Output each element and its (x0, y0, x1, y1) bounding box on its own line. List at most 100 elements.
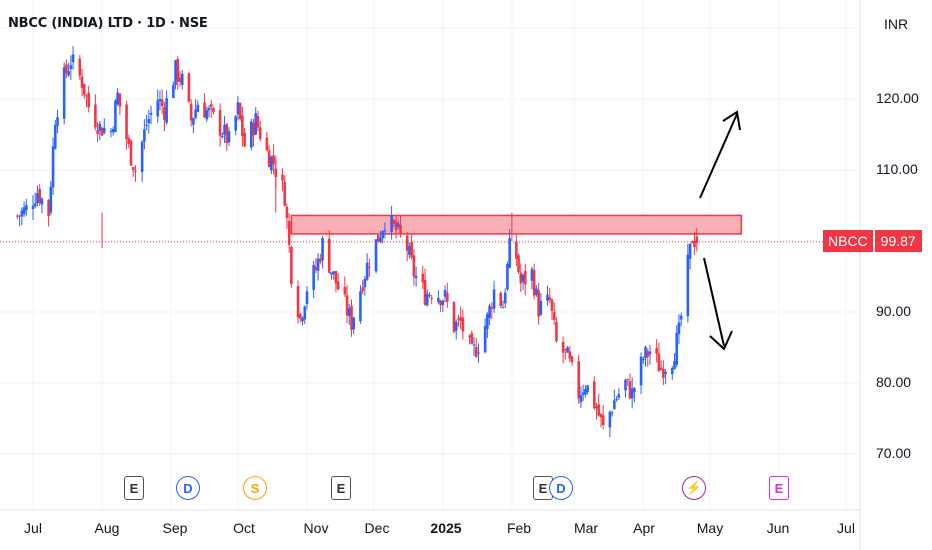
candle-body (597, 404, 601, 416)
candle-body (365, 262, 369, 280)
candle-body (205, 110, 209, 120)
candle-body (319, 258, 322, 262)
upcoming-earnings-event-marker[interactable]: E (769, 476, 789, 500)
candle-body (56, 117, 59, 126)
candle-body (22, 207, 26, 215)
candle-body (287, 220, 291, 245)
candle-body (194, 109, 197, 118)
earnings-event-marker[interactable]: E (331, 476, 351, 500)
currency-label: INR (884, 16, 909, 32)
candle-body (149, 112, 153, 115)
candle-body (20, 210, 24, 217)
candle-body (550, 299, 554, 311)
candle-body (69, 65, 73, 69)
candle-body (644, 347, 647, 359)
candle-body (129, 140, 133, 166)
candle-body (36, 193, 39, 204)
candle-body (125, 104, 128, 140)
candle-body (94, 104, 97, 128)
candle-body (492, 289, 496, 309)
flash-event-marker[interactable]: ⚡ (682, 476, 706, 500)
x-tick-label: Oct (233, 520, 255, 536)
x-tick-label: Jul (837, 520, 855, 536)
candle-body (25, 205, 28, 211)
dividend-event-marker[interactable]: D (176, 476, 200, 500)
y-tick-label: 110.00 (876, 161, 918, 177)
candle-body (396, 223, 400, 227)
candle-body (593, 381, 596, 409)
candle-body (613, 400, 616, 410)
candle-body (267, 150, 271, 168)
candle-body (158, 99, 162, 102)
candle-body (187, 73, 191, 102)
candle-body (134, 171, 137, 173)
candle-body (156, 100, 160, 117)
candle-body (410, 242, 413, 258)
candle-body (555, 322, 558, 342)
dividend-event-marker[interactable]: D (549, 476, 573, 500)
candle-body (114, 100, 117, 133)
candle-body (383, 230, 387, 232)
candle-body (270, 156, 273, 171)
candle-body (176, 58, 180, 82)
x-tick-label: Apr (633, 520, 655, 536)
candle-body (488, 305, 491, 319)
candle-body (412, 255, 416, 277)
candle-body (617, 394, 621, 398)
x-tick-label: Sep (162, 520, 188, 536)
candle-body (392, 220, 396, 224)
candle-body (601, 415, 605, 426)
candle-body (298, 313, 302, 319)
candle-body (53, 125, 57, 149)
bearish-arrow (703, 257, 725, 347)
candle-body (414, 275, 418, 279)
candle-body (561, 341, 565, 353)
candle-body (361, 287, 364, 292)
candle-body (296, 286, 300, 318)
candle-body (421, 273, 425, 283)
candle-body (178, 77, 182, 83)
candle-body (655, 348, 658, 354)
candle-body (236, 102, 240, 115)
candle-body (642, 359, 645, 361)
candle-body (241, 115, 244, 137)
candle-body (192, 118, 195, 125)
candle-body (552, 311, 556, 321)
candle-body (390, 215, 393, 233)
candle-body (207, 107, 211, 111)
candle-body (352, 317, 356, 330)
candle-body (610, 412, 614, 414)
candle-body (85, 95, 88, 97)
candle-body (461, 317, 465, 332)
candle-body (40, 198, 44, 205)
bullish-arrow-head (722, 110, 741, 131)
candle-body (285, 206, 289, 218)
candle-body (686, 254, 690, 317)
candle-body (31, 205, 35, 209)
candle-body (517, 255, 520, 272)
candle-body (62, 67, 66, 119)
candle-body (679, 315, 683, 320)
candle-body (483, 325, 487, 353)
candle-body (677, 322, 681, 334)
candle-body (457, 318, 460, 320)
earnings-event-marker[interactable]: E (124, 476, 144, 500)
candle-body (688, 243, 692, 259)
candle-body (470, 333, 474, 344)
split-event-marker[interactable]: S (243, 476, 267, 500)
candle-body (515, 241, 518, 259)
candle-body (109, 131, 113, 133)
candle-body (472, 344, 476, 346)
candle-body (82, 83, 86, 95)
candle-body (670, 367, 674, 374)
candle-body (189, 103, 193, 121)
candle-body (408, 246, 411, 255)
candle-body (546, 294, 549, 301)
x-tick-label: Aug (94, 520, 120, 536)
candle-body (38, 188, 41, 204)
candle-body (350, 305, 353, 331)
candle-body (437, 297, 440, 303)
candle-body (474, 347, 478, 357)
candle-body (16, 215, 19, 217)
